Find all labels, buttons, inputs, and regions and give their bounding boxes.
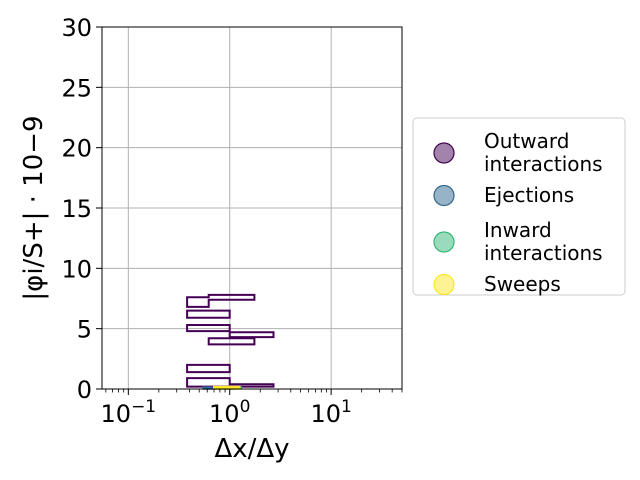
legend: Outward interactions Ejections Inward intera…: [412, 117, 626, 296]
y-axis-label: |φi/S+| · 10−9: [19, 115, 49, 300]
contour-outward-interactions: [186, 309, 231, 319]
legend-frame: [412, 117, 626, 296]
x-tick-label: 10−1: [101, 397, 157, 428]
legend-marker: [433, 231, 455, 253]
legend-label: Ejections: [484, 183, 574, 207]
legend-marker: [433, 142, 455, 164]
legend-label: Inward interactions: [484, 218, 603, 265]
y-tick-label: 20: [61, 135, 92, 163]
y-tick-label: 25: [61, 74, 92, 102]
legend-marker: [433, 273, 455, 296]
y-axis: 0 5 10 15 20 25 30: [61, 14, 102, 404]
legend-marker: [433, 184, 455, 207]
y-tick-label: 0: [77, 376, 92, 404]
x-tick-label: 100: [209, 397, 250, 428]
grid: [102, 26, 402, 390]
contour-outward-interactions: [207, 337, 256, 346]
y-tick-label: 10: [61, 255, 92, 283]
y-tick-label: 30: [61, 14, 92, 42]
contour-layer: [186, 293, 275, 390]
y-tick-label: 5: [77, 316, 92, 344]
x-axis: 10−1 100 101: [101, 389, 403, 428]
contour-outward-interactions: [186, 377, 275, 388]
legend-label: Outward interactions: [484, 129, 603, 176]
contour-outward-interactions: [186, 293, 256, 308]
contour-outward-interactions: [186, 363, 231, 374]
x-tick-label: 101: [310, 397, 351, 428]
legend-label: Sweeps: [484, 272, 561, 296]
contour-outward-interactions: [186, 324, 275, 339]
x-axis-label: Δx/Δy: [214, 434, 289, 464]
y-tick-label: 15: [61, 195, 92, 223]
